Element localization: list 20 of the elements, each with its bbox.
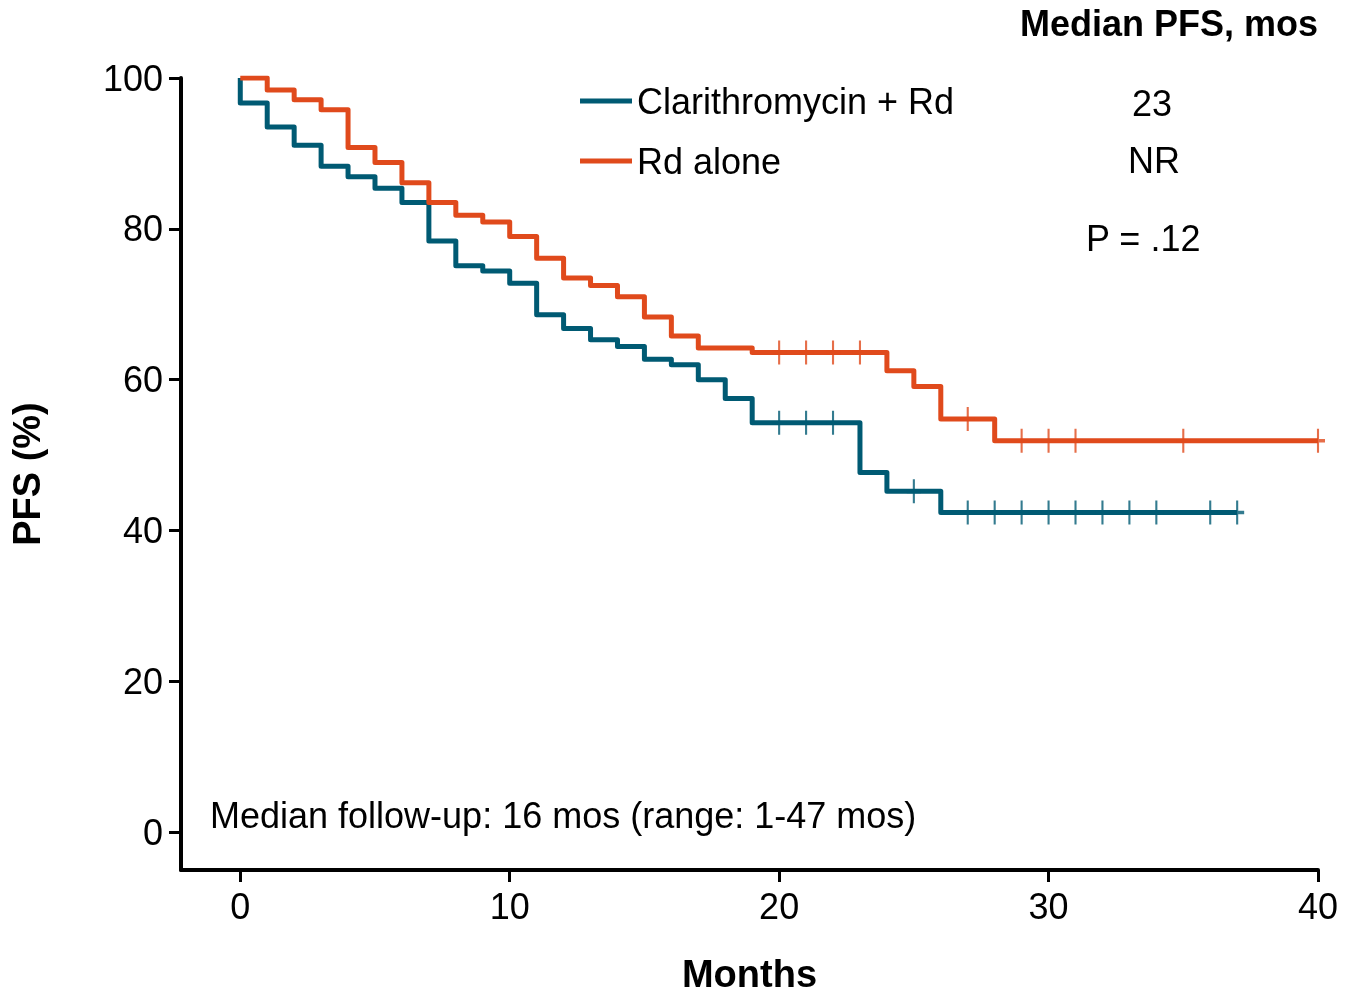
x-tick-label: 0: [230, 885, 251, 927]
y-axis-title: PFS (%): [6, 402, 48, 546]
x-tick-label: 10: [489, 885, 530, 927]
annotation: P = .12: [1086, 217, 1201, 259]
y-tick-label: 100: [102, 57, 163, 99]
x-tick-label: 40: [1297, 885, 1339, 927]
annotation: 23: [1132, 82, 1173, 124]
annotation: Median follow-up: 16 mos (range: 1-47 mos): [210, 794, 917, 836]
annotation: NR: [1128, 139, 1180, 181]
text: Median PFS, mos: [1019, 2, 1319, 44]
x-tick-label: 30: [1028, 885, 1069, 927]
legend-label: Clarithromycin + Rd: [637, 80, 955, 122]
y-tick-label: 60: [122, 359, 163, 401]
x-axis-title: Months: [681, 953, 818, 995]
y-tick-label: 80: [122, 208, 163, 250]
y-tick-label: 40: [122, 510, 163, 552]
x-tick-label: 20: [759, 885, 800, 927]
legend-label: Rd alone: [637, 140, 782, 182]
y-tick-label: 20: [122, 660, 163, 702]
y-tick-label: 0: [142, 811, 163, 853]
